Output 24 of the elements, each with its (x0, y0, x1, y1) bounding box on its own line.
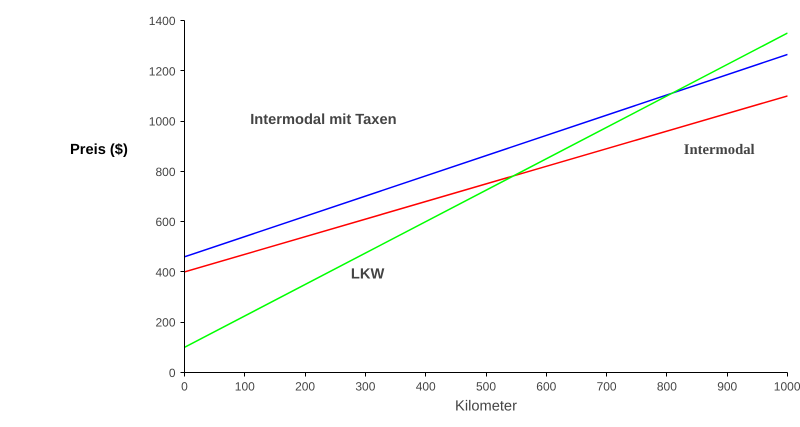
x-tick-label: 200 (295, 380, 316, 394)
y-tick-label: 1000 (148, 114, 176, 129)
y-tick-label: 800 (155, 164, 176, 179)
x-tick-label: 400 (416, 380, 436, 394)
y-tick-label: 400 (155, 265, 176, 280)
y-axis-title: Preis ($) (70, 141, 128, 160)
x-tick-label: 600 (536, 380, 557, 394)
x-axis-title: Kilometer (455, 398, 518, 414)
y-tick-label: 200 (155, 316, 176, 330)
x-tick-label: 1000 (774, 380, 800, 394)
x-tick-label: 800 (656, 380, 678, 394)
x-tick-label: 500 (476, 380, 496, 394)
annotation: Intermodal mit Taxen (250, 112, 397, 128)
x-tick-label: 100 (234, 380, 256, 394)
y-tick-label: 0 (168, 366, 176, 380)
y-tick-label: 1200 (148, 64, 176, 78)
x-tick-label: 700 (596, 380, 617, 394)
y-tick-label: 1400 (148, 14, 176, 28)
annotation: Intermodal (684, 142, 755, 158)
x-tick-label: 0 (181, 380, 188, 394)
x-tick-label: 900 (717, 380, 738, 394)
x-tick-label: 300 (355, 380, 376, 394)
y-tick-label: 600 (155, 215, 176, 230)
annotation: LKW (350, 266, 384, 283)
